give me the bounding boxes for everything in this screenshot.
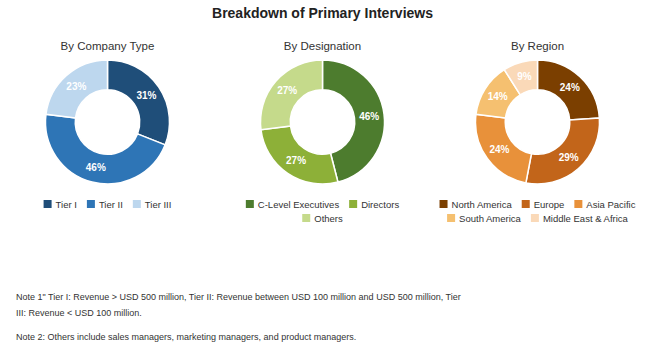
legend-label: Tier III [145, 199, 172, 210]
data-label: 29% [559, 152, 579, 163]
legend-swatch [87, 200, 95, 208]
slice [476, 114, 532, 183]
data-label: 14% [488, 91, 508, 102]
donut-chart: By Region 24% 29% 24% 14% 9% North America Euro… [440, 40, 636, 224]
legend-swatch [574, 200, 582, 208]
legend-item: Directors [349, 199, 399, 210]
slice [261, 126, 338, 184]
legend-item: North America [440, 199, 513, 210]
slices: 31% 46% 23% [46, 60, 170, 184]
legend-label: Tier II [99, 199, 123, 210]
slices: 46% 27% 27% [261, 60, 385, 184]
note: Note 2: Others include sales managers, m… [16, 332, 356, 342]
legend-item: Tier I [44, 199, 77, 210]
legend-swatch [447, 214, 455, 222]
legend-item: Middle East & Africa [531, 213, 629, 224]
slice [526, 118, 600, 184]
legend-label: Others [314, 213, 343, 224]
slice [504, 60, 537, 95]
figure-title: Breakdown of Primary Interviews [212, 5, 433, 21]
data-label: 27% [277, 85, 297, 96]
data-label: 46% [86, 162, 106, 173]
legend-swatch [531, 214, 539, 222]
legend: Tier I Tier II Tier III [44, 199, 172, 210]
data-label: 24% [489, 144, 509, 155]
legend-item: C-Level Executives [246, 199, 340, 210]
legend-item: South America [447, 213, 521, 224]
legend-item: Tier III [133, 199, 172, 210]
data-label: 46% [359, 111, 379, 122]
data-label: 24% [560, 82, 580, 93]
legend-swatch [44, 200, 52, 208]
legend-label: Asia Pacific [586, 199, 635, 210]
legend-swatch [440, 200, 448, 208]
legend-label: C-Level Executives [258, 199, 340, 210]
legend-label: South America [459, 213, 521, 224]
legend-label: Tier I [56, 199, 77, 210]
legend-item: Tier II [87, 199, 123, 210]
legend-swatch [133, 200, 141, 208]
legend-label: Europe [534, 199, 565, 210]
slice [46, 60, 108, 118]
slice [108, 60, 170, 145]
chart-root: Breakdown of Primary Interviews By Compan… [0, 0, 645, 358]
legend-item: Europe [522, 199, 565, 210]
legend-item: Others [302, 213, 343, 224]
legend-label: Middle East & Africa [543, 213, 629, 224]
legend-swatch [302, 214, 310, 222]
data-label: 31% [136, 90, 156, 101]
data-label: 9% [517, 71, 532, 82]
slice [261, 60, 323, 130]
note: III: Revenue < USD 100 million. [16, 308, 142, 318]
slice [538, 60, 600, 120]
legend-swatch [349, 200, 357, 208]
donut-chart: By Company Type31%46%23%Tier ITier IITie… [44, 40, 172, 210]
legend-swatch [246, 200, 254, 208]
slices: 24% 29% 24% 14% 9% [476, 60, 600, 184]
donut-chart: By Designation 46% 27% 27% C-Level Executive… [246, 40, 400, 224]
chart-title: By Company Type [61, 40, 155, 52]
slice [46, 114, 166, 184]
legend-label: Directors [361, 199, 399, 210]
data-label: 23% [66, 81, 86, 92]
legend-item: Asia Pacific [574, 199, 635, 210]
legend: North America Europe Asia Pacific South Ame… [440, 199, 636, 224]
chart-title: By Region [511, 40, 564, 52]
legend-label: North America [452, 199, 513, 210]
chart-title: By Designation [284, 40, 361, 52]
data-label: 27% [286, 155, 306, 166]
legend-swatch [522, 200, 530, 208]
legend: C-Level Executives Directors Others [246, 199, 400, 224]
note: Note 1" Tier I: Revenue > USD 500 millio… [16, 292, 461, 302]
